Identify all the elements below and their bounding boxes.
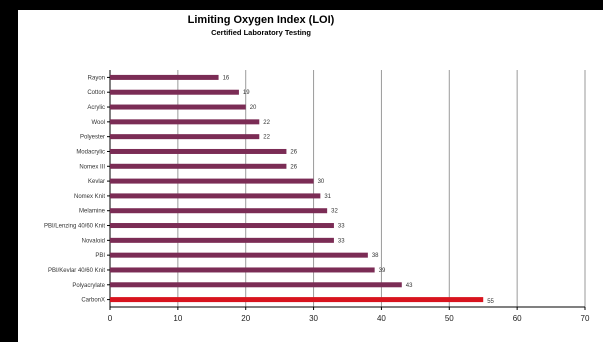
x-tick-label: 50 (445, 314, 454, 323)
category-label: CarbonX (81, 298, 105, 304)
value-label: 16 (223, 75, 230, 81)
bar (110, 237, 334, 243)
x-tick-label: 20 (241, 314, 250, 323)
value-label: 26 (290, 149, 297, 155)
category-label: PBI/Lenzing 40/60 Knit (44, 224, 105, 230)
bar (110, 163, 287, 169)
category-label: PBI/Kevlar 40/60 Knit (48, 268, 105, 274)
bar (110, 89, 239, 95)
bar (110, 178, 314, 184)
bar (110, 252, 368, 258)
category-label: Acrylic (87, 105, 105, 111)
chart-panel: Limiting Oxygen Index (LOI) Certified La… (18, 10, 603, 342)
category-label: Rayon (88, 75, 105, 81)
value-label: 26 (290, 164, 297, 170)
category-label: Modacrylic (76, 149, 105, 155)
value-label: 30 (318, 179, 325, 185)
bar (110, 119, 260, 125)
value-label: 38 (372, 253, 379, 259)
x-tick-label: 0 (108, 314, 113, 323)
bar (110, 104, 246, 110)
value-label: 19 (243, 90, 250, 96)
bar (110, 134, 260, 140)
bar (110, 267, 375, 273)
x-tick-label: 30 (309, 314, 318, 323)
value-label: 55 (487, 299, 494, 305)
chart-title: Limiting Oxygen Index (LOI) (187, 14, 335, 26)
category-label: Nomex Knit (74, 194, 105, 200)
x-tick-label: 10 (173, 314, 182, 323)
value-label: 32 (331, 209, 338, 215)
value-label: 33 (338, 238, 345, 244)
value-label: 20 (250, 105, 257, 111)
category-label: Wool (91, 120, 105, 126)
value-label: 33 (338, 224, 345, 230)
x-tick-label: 40 (377, 314, 386, 323)
category-label: Cotton (87, 90, 105, 96)
category-label: Polyacrylate (72, 283, 105, 289)
bar (110, 223, 334, 229)
value-label: 31 (324, 194, 331, 200)
bar (110, 148, 287, 154)
bar-chart: 0 10 20 30 40 50 60 70 Rayon 16 Cotton 19 Acrylic 20 W… (44, 70, 590, 323)
bar (110, 193, 321, 199)
value-label: 39 (379, 268, 386, 274)
bar (110, 74, 219, 80)
category-label: PBI (95, 253, 105, 259)
value-label: 22 (263, 120, 270, 126)
category-label: Nomex III (79, 164, 105, 170)
category-label: Kevlar (88, 179, 105, 185)
category-label: Polyester (80, 135, 105, 141)
chart-subtitle: Certified Laboratory Testing (211, 28, 311, 37)
value-label: 22 (263, 135, 270, 141)
bar (110, 297, 484, 303)
bar (110, 208, 328, 214)
x-tick-label: 60 (513, 314, 522, 323)
category-label: Novaloid (82, 238, 105, 244)
category-label: Melamine (79, 209, 106, 215)
value-label: 43 (406, 283, 413, 289)
bar (110, 282, 402, 288)
x-tick-label: 70 (581, 314, 590, 323)
